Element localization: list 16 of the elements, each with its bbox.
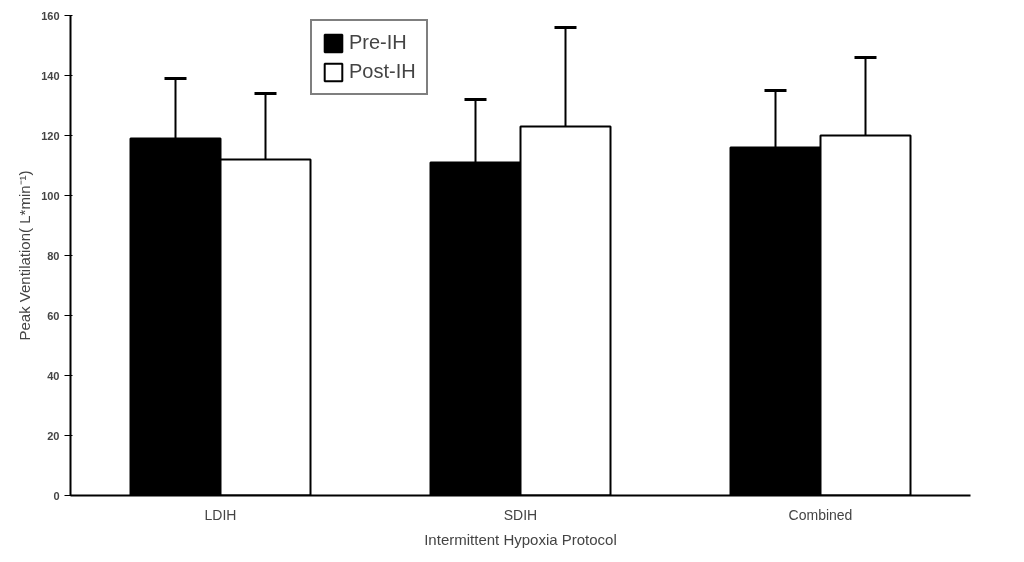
y-axis-title: Peak Ventilation( L*min⁻¹) [16,170,34,341]
y-tick-label: 60 [47,309,60,322]
x-tick-label: LDIH [204,506,237,523]
y-tick-label: 120 [41,129,60,142]
y-tick-label: 0 [53,489,60,502]
x-tick-label: Combined [788,506,853,523]
y-tick-label: 160 [41,9,60,22]
y-tick-label: 40 [47,369,60,382]
y-tick-label: 80 [47,249,60,262]
legend-label: Pre-IH [349,31,407,54]
y-tick-label: 100 [41,189,60,202]
y-tick-label: 20 [47,429,60,442]
y-tick-label: 140 [41,69,60,82]
x-tick-label: SDIH [503,506,538,523]
legend-label: Post-IH [349,60,416,83]
x-axis-title: Intermittent Hypoxia Protocol [424,530,617,548]
